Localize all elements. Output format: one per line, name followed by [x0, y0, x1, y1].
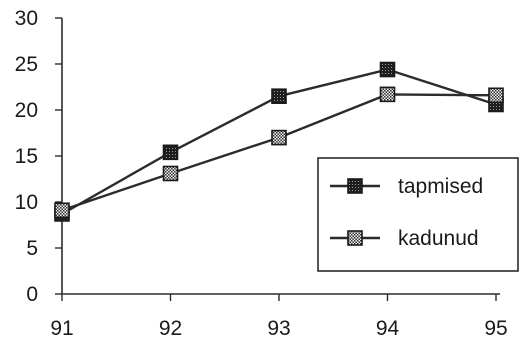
series-kadunud [54, 86, 504, 219]
legend-label-kadunud: kadunud [398, 227, 479, 250]
legend-box [317, 157, 519, 272]
data-point-kadunud [271, 129, 287, 146]
y-tick-label: 10 [15, 191, 38, 214]
y-tick-label: 20 [15, 99, 38, 122]
legend-marker-kadunud [347, 230, 363, 246]
series-layer [54, 61, 504, 222]
y-axis-ticks: 0 5 10 15 20 25 30 [15, 7, 62, 306]
x-tick-label: 94 [376, 317, 400, 340]
data-point-kadunud [379, 86, 396, 103]
data-point-kadunud [54, 202, 70, 219]
legend-entry-kadunud: kadunud [330, 227, 479, 250]
legend-entry-tapmised: tapmised [330, 175, 483, 198]
data-point-tapmised [162, 144, 179, 161]
y-tick-label: 15 [15, 145, 38, 168]
x-tick-label: 92 [159, 317, 182, 340]
legend-label-tapmised: tapmised [398, 175, 483, 198]
x-tick-label: 95 [484, 317, 507, 340]
x-axis-ticks: 91 92 93 94 95 [50, 294, 508, 340]
legend-marker-tapmised [347, 178, 363, 194]
x-tick-label: 91 [50, 317, 73, 340]
y-tick-label: 0 [26, 283, 38, 306]
data-point-kadunud [488, 87, 504, 104]
y-tick-label: 5 [26, 237, 38, 260]
data-point-tapmised [271, 88, 287, 104]
y-tick-label: 25 [15, 53, 38, 76]
data-point-tapmised [379, 61, 396, 78]
legend: tapmised kadunud [317, 157, 519, 272]
data-point-kadunud [162, 165, 179, 182]
x-tick-label: 93 [267, 317, 290, 340]
y-tick-label: 30 [15, 7, 38, 30]
